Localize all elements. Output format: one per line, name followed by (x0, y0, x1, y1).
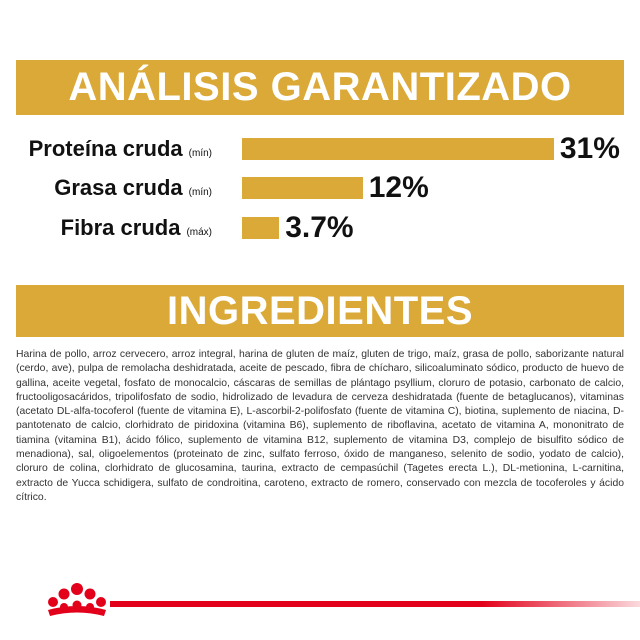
crown-icon (48, 583, 106, 616)
ingredients-title: INGREDIENTES (166, 288, 474, 333)
nutrient-name: Fibra cruda (60, 215, 181, 240)
nutrient-qualifier: (mín) (188, 148, 212, 159)
analysis-label: Grasa cruda (mín) (54, 173, 212, 203)
nutrient-value: 12% (368, 171, 429, 204)
nutrient-qualifier: (mín) (188, 187, 212, 198)
nutrient-bar (242, 138, 554, 160)
nutrient-bar (242, 177, 363, 199)
analysis-row-fiber: Fibra cruda (máx) 3.7% (0, 211, 640, 244)
nutrient-value: 3.7% (285, 211, 354, 244)
analysis-label: Fibra cruda (máx) (61, 213, 212, 243)
nutrient-value: 31% (559, 132, 620, 165)
analysis-label: Proteína cruda (mín) (29, 134, 212, 164)
analysis-title: ANÁLISIS GARANTIZADO (68, 65, 572, 109)
nutrient-name: Grasa cruda (54, 175, 183, 200)
analysis-row-protein: Proteína cruda (mín) 31% (0, 132, 640, 165)
nutrient-bar (242, 217, 280, 239)
analysis-row-fat: Grasa cruda (mín) 12% (0, 171, 640, 204)
footer-stripe (110, 601, 640, 607)
nutrient-name: Proteína cruda (28, 136, 183, 161)
ingredients-text: Harina de pollo, arroz cervecero, arroz … (16, 349, 624, 503)
ingredients-banner: INGREDIENTES (16, 285, 624, 337)
analysis-banner: ANÁLISIS GARANTIZADO (16, 60, 624, 115)
nutrient-qualifier: (máx) (186, 227, 212, 238)
